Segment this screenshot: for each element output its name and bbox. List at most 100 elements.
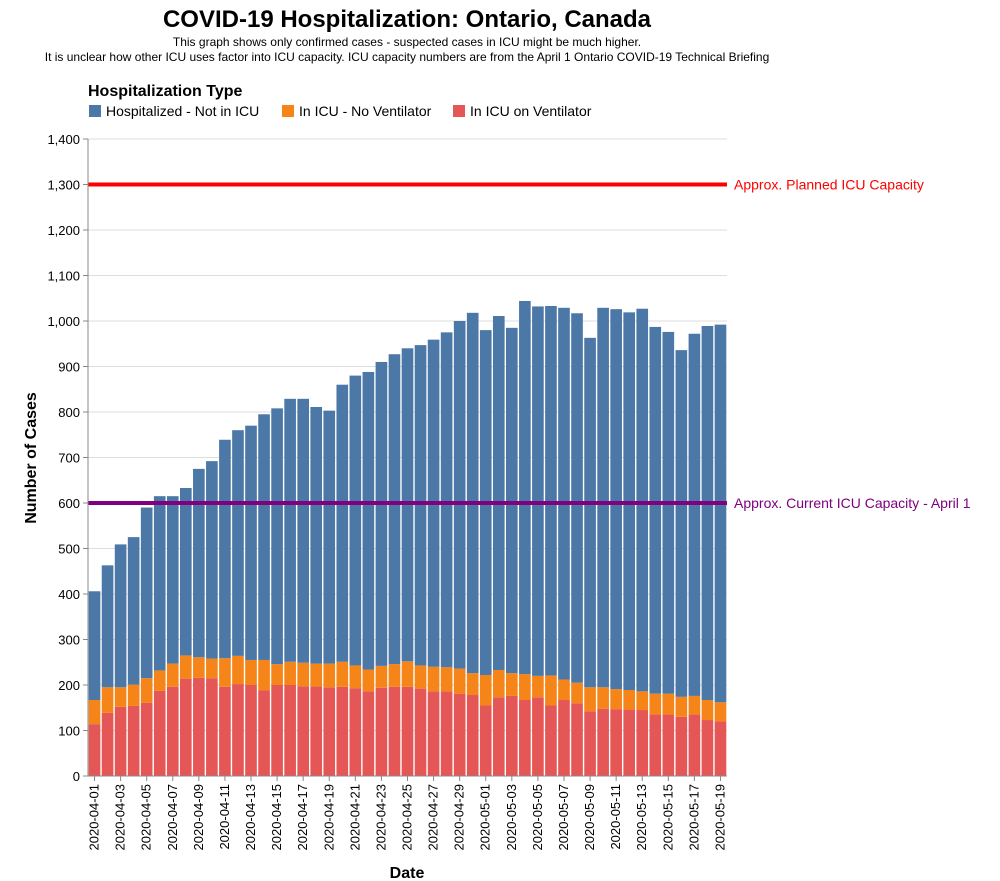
bar-hospitalized-not-in-icu-2020-04-23 xyxy=(375,361,388,666)
y-tick-label: 600 xyxy=(58,496,80,511)
bar-in-icu-on-ventilator-2020-04-07 xyxy=(166,686,179,776)
y-tick-label: 100 xyxy=(58,724,80,739)
bar-hospitalized-not-in-icu-2020-04-29 xyxy=(453,321,466,669)
bar-hospitalized-not-in-icu-2020-04-05 xyxy=(140,507,153,679)
bar-in-icu-no-ventilator-2020-05-11 xyxy=(610,689,622,710)
bar-in-icu-on-ventilator-2020-05-08 xyxy=(571,703,583,776)
bar-in-icu-no-ventilator-2020-04-16 xyxy=(284,661,296,685)
bar-hospitalized-not-in-icu-2020-05-11 xyxy=(610,309,622,690)
x-tick-label: 2020-04-11 xyxy=(217,784,232,850)
bar-hospitalized-not-in-icu-2020-04-02 xyxy=(101,565,114,688)
bar-hospitalized-not-in-icu-2020-05-13 xyxy=(636,308,649,692)
x-tick-label: 2020-05-07 xyxy=(556,784,571,851)
y-tick-label: 400 xyxy=(58,587,80,602)
bar-hospitalized-not-in-icu-2020-04-12 xyxy=(232,430,244,656)
x-tick-label: 2020-05-13 xyxy=(634,784,649,851)
bar-in-icu-no-ventilator-2020-05-06 xyxy=(545,675,557,706)
bar-hospitalized-not-in-icu-2020-04-09 xyxy=(193,468,205,658)
bar-hospitalized-not-in-icu-2020-04-06 xyxy=(153,496,166,671)
bar-in-icu-on-ventilator-2020-04-23 xyxy=(375,687,388,776)
bar-hospitalized-not-in-icu-2020-04-04 xyxy=(127,537,140,685)
bar-in-icu-no-ventilator-2020-04-15 xyxy=(271,664,283,685)
bar-in-icu-on-ventilator-2020-05-12 xyxy=(623,709,636,776)
bar-in-icu-no-ventilator-2020-04-03 xyxy=(114,687,127,707)
bar-in-icu-on-ventilator-2020-04-26 xyxy=(414,688,427,776)
bar-in-icu-on-ventilator-2020-04-22 xyxy=(362,691,375,776)
bar-in-icu-no-ventilator-2020-04-10 xyxy=(206,658,218,679)
bar-in-icu-no-ventilator-2020-05-08 xyxy=(571,682,583,704)
y-axis-title: Number of Cases xyxy=(23,392,40,524)
bar-in-icu-no-ventilator-2020-05-05 xyxy=(532,675,544,698)
chart-title: COVID-19 Hospitalization: Ontario, Canad… xyxy=(163,6,652,33)
bar-in-icu-on-ventilator-2020-04-19 xyxy=(323,687,336,776)
bar-in-icu-on-ventilator-2020-05-14 xyxy=(649,714,662,776)
bar-in-icu-on-ventilator-2020-04-01 xyxy=(88,724,101,776)
bar-hospitalized-not-in-icu-2020-05-16 xyxy=(675,350,688,697)
y-tick-label: 800 xyxy=(58,405,80,420)
bar-in-icu-on-ventilator-2020-04-05 xyxy=(140,702,153,776)
bar-hospitalized-not-in-icu-2020-04-19 xyxy=(323,410,336,664)
bar-in-icu-on-ventilator-2020-04-09 xyxy=(193,677,205,776)
bar-in-icu-no-ventilator-2020-04-24 xyxy=(388,664,401,687)
bar-in-icu-on-ventilator-2020-04-15 xyxy=(271,685,283,776)
bar-hospitalized-not-in-icu-2020-04-22 xyxy=(362,371,375,670)
legend: Hospitalization Type Hospitalized - Not … xyxy=(88,83,592,119)
bar-in-icu-on-ventilator-2020-05-13 xyxy=(636,710,649,776)
bar-hospitalized-not-in-icu-2020-04-14 xyxy=(258,414,270,660)
bar-in-icu-no-ventilator-2020-05-04 xyxy=(519,674,531,701)
legend-swatch-hospitalized xyxy=(89,105,101,117)
y-tick-label: 0 xyxy=(73,769,80,784)
y-tick-label: 200 xyxy=(58,678,80,693)
bar-in-icu-no-ventilator-2020-04-18 xyxy=(310,663,323,687)
bar-hospitalized-not-in-icu-2020-05-09 xyxy=(584,337,596,688)
bar-in-icu-no-ventilator-2020-05-09 xyxy=(584,687,596,712)
bar-in-icu-on-ventilator-2020-05-03 xyxy=(506,695,518,776)
x-tick-label: 2020-04-27 xyxy=(426,784,441,851)
bar-in-icu-no-ventilator-2020-04-11 xyxy=(219,658,231,687)
bar-in-icu-on-ventilator-2020-05-18 xyxy=(701,720,714,776)
bar-hospitalized-not-in-icu-2020-04-17 xyxy=(297,398,309,663)
bar-in-icu-on-ventilator-2020-04-29 xyxy=(453,693,466,776)
legend-label-icu-no-vent: In ICU - No Ventilator xyxy=(299,103,432,119)
bar-in-icu-no-ventilator-2020-04-27 xyxy=(427,666,440,692)
bar-hospitalized-not-in-icu-2020-04-10 xyxy=(206,461,218,659)
bar-in-icu-on-ventilator-2020-04-25 xyxy=(401,686,414,776)
bar-in-icu-on-ventilator-2020-05-16 xyxy=(675,716,688,776)
bar-in-icu-on-ventilator-2020-04-10 xyxy=(206,678,218,776)
reference-lines: Approx. Planned ICU Capacity Approx. Curr… xyxy=(88,177,971,511)
bar-hospitalized-not-in-icu-2020-05-19 xyxy=(714,324,727,703)
bar-hospitalized-not-in-icu-2020-05-10 xyxy=(597,307,609,688)
bar-in-icu-on-ventilator-2020-04-11 xyxy=(219,686,231,776)
bar-in-icu-no-ventilator-2020-04-26 xyxy=(414,665,427,689)
x-tick-label: 2020-05-03 xyxy=(504,784,519,851)
legend-swatch-icu-no-vent xyxy=(282,105,294,117)
reference-line-label-600: Approx. Current ICU Capacity - April 1 xyxy=(734,495,971,511)
y-tick-label: 1,400 xyxy=(47,132,80,147)
bar-in-icu-no-ventilator-2020-05-17 xyxy=(688,695,701,715)
bar-in-icu-on-ventilator-2020-05-15 xyxy=(662,714,675,776)
bar-hospitalized-not-in-icu-2020-04-21 xyxy=(349,375,362,666)
bar-in-icu-no-ventilator-2020-05-19 xyxy=(714,702,727,722)
bar-hospitalized-not-in-icu-2020-05-02 xyxy=(492,315,505,670)
bar-in-icu-on-ventilator-2020-04-12 xyxy=(232,684,244,776)
bar-in-icu-on-ventilator-2020-05-19 xyxy=(714,721,727,776)
bar-in-icu-on-ventilator-2020-04-18 xyxy=(310,686,323,776)
bar-in-icu-no-ventilator-2020-04-07 xyxy=(166,663,179,687)
x-tick-label: 2020-04-29 xyxy=(452,784,467,851)
bar-in-icu-no-ventilator-2020-04-22 xyxy=(362,669,375,692)
x-tick-label: 2020-04-25 xyxy=(400,784,415,851)
bar-hospitalized-not-in-icu-2020-04-08 xyxy=(179,487,192,656)
bar-hospitalized-not-in-icu-2020-04-30 xyxy=(466,312,479,674)
bar-in-icu-on-ventilator-2020-04-03 xyxy=(114,706,127,776)
bar-in-icu-no-ventilator-2020-04-28 xyxy=(440,667,453,692)
bar-in-icu-on-ventilator-2020-05-07 xyxy=(558,700,570,776)
x-tick-label: 2020-05-05 xyxy=(530,784,545,851)
bar-in-icu-on-ventilator-2020-04-16 xyxy=(284,685,296,776)
bar-in-icu-no-ventilator-2020-05-18 xyxy=(701,700,714,721)
x-tick-label: 2020-05-17 xyxy=(686,784,701,851)
bar-in-icu-on-ventilator-2020-05-17 xyxy=(688,714,701,776)
y-tick-label: 300 xyxy=(58,633,80,648)
x-tick-label: 2020-04-09 xyxy=(191,784,206,851)
